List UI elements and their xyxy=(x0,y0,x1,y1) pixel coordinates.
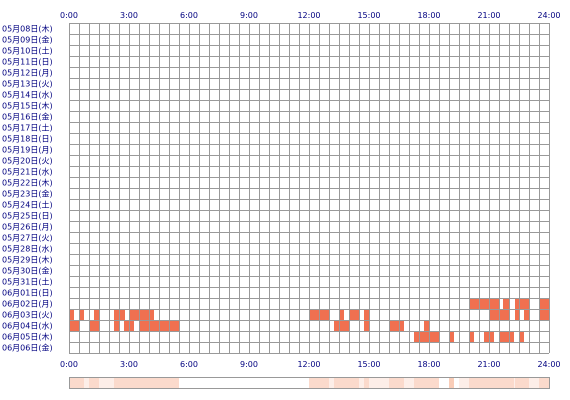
overview-range xyxy=(459,377,549,388)
activity-block xyxy=(94,310,99,320)
date-row-label: 05月22日(木) xyxy=(2,178,53,188)
date-row-label: 05月20日(火) xyxy=(2,157,53,166)
activity-block xyxy=(114,321,119,331)
top-tick-label: 0:00 xyxy=(60,11,78,20)
activity-block xyxy=(469,299,499,309)
date-row-label: 06月05日(木) xyxy=(2,332,53,342)
activity-block xyxy=(414,332,439,342)
bottom-tick-label: 18:00 xyxy=(417,360,440,369)
bottom-tick-label: 24:00 xyxy=(537,360,560,369)
activity-block xyxy=(469,332,474,342)
overview-range xyxy=(309,377,439,388)
top-tick-label: 3:00 xyxy=(120,11,138,20)
activity-block xyxy=(449,332,454,342)
activity-block xyxy=(515,310,519,320)
bottom-tick-label: 21:00 xyxy=(477,360,500,369)
date-row-label: 05月25日(日) xyxy=(2,212,53,221)
activity-block xyxy=(334,321,349,331)
date-row-label: 06月06日(金) xyxy=(2,343,53,353)
activity-block xyxy=(524,310,529,320)
activity-block xyxy=(503,299,509,309)
date-row-label: 05月10日(土) xyxy=(2,46,53,56)
bottom-tick-label: 12:00 xyxy=(297,360,320,369)
top-tick-label: 15:00 xyxy=(357,11,380,20)
overview-segment xyxy=(449,377,454,388)
overview-frame xyxy=(69,377,550,389)
date-row-label: 05月08日(木) xyxy=(2,24,53,34)
chart-grid xyxy=(69,23,550,354)
top-tick-label: 18:00 xyxy=(417,11,440,20)
activity-block xyxy=(539,310,549,320)
date-row-label: 05月17日(土) xyxy=(2,123,53,133)
bottom-tick-label: 6:00 xyxy=(180,360,198,369)
activity-block xyxy=(349,310,359,320)
date-row-label: 05月26日(月) xyxy=(2,223,53,232)
activity-block xyxy=(499,332,514,342)
activity-block xyxy=(424,321,429,331)
activity-block xyxy=(69,321,79,331)
activity-block xyxy=(519,332,524,342)
bottom-tick-label: 0:00 xyxy=(60,360,78,369)
date-row-label: 05月11日(日) xyxy=(2,58,53,67)
date-row-labels: 05月08日(木)05月09日(金)05月10日(土) 05月11日(日) 05月1… xyxy=(2,24,53,353)
overview-range xyxy=(69,377,179,388)
top-tick-label: 9:00 xyxy=(240,11,258,20)
activity-block xyxy=(69,310,74,320)
date-row-label: 05月14日(水) xyxy=(2,90,53,100)
activity-block xyxy=(364,321,369,331)
bottom-tick-label: 3:00 xyxy=(120,360,138,369)
activity-block xyxy=(364,310,369,320)
activity-block xyxy=(539,299,549,309)
date-row-label: 06月02日(月) xyxy=(2,300,53,309)
overview-bar xyxy=(69,377,550,389)
activity-block xyxy=(515,299,529,309)
activity-block xyxy=(389,321,404,331)
activity-block xyxy=(89,321,99,331)
date-row-label: 05月15日(木) xyxy=(2,101,53,111)
top-tick-label: 6:00 xyxy=(180,11,198,20)
bottom-time-axis: 0:00 3:00 6:00 9:00 12:00 15:00 18:00 21:00 24:0… xyxy=(60,360,561,369)
top-tick-label: 24:00 xyxy=(537,11,560,20)
top-tick-label: 21:00 xyxy=(477,11,500,20)
activity-block xyxy=(129,310,154,320)
date-row-label: 05月29日(木) xyxy=(2,255,53,265)
top-tick-label: 12:00 xyxy=(297,11,320,20)
date-row-label: 06月04日(水) xyxy=(2,321,53,331)
date-row-label: 05月31日(土) xyxy=(2,277,53,287)
date-row-label: 05月13日(火) xyxy=(2,80,53,89)
date-row-label: 05月21日(水) xyxy=(2,167,53,177)
bottom-tick-label: 9:00 xyxy=(240,360,258,369)
date-row-label: 06月01日(日) xyxy=(2,289,53,298)
activity-block xyxy=(339,310,344,320)
date-row-label: 05月27日(火) xyxy=(2,234,53,243)
date-row-label: 05月23日(金) xyxy=(2,189,53,199)
bottom-tick-label: 15:00 xyxy=(357,360,380,369)
date-row-label: 05月19日(月) xyxy=(2,146,53,155)
date-row-label: 05月09日(金) xyxy=(2,35,53,45)
date-row-label: 05月30日(金) xyxy=(2,266,53,276)
date-row-label: 05月24日(土) xyxy=(2,200,53,210)
top-time-axis: 0:00 3:00 6:00 9:00 12:00 15:00 18:00 21:00 24:0… xyxy=(60,11,561,20)
date-row-label: 05月28日(水) xyxy=(2,244,53,254)
activity-block xyxy=(79,310,84,320)
date-row-label: 05月16日(金) xyxy=(2,112,53,122)
date-row-label: 05月12日(月) xyxy=(2,69,53,78)
date-row-label: 06月03日(火) xyxy=(2,311,53,320)
date-row-label: 05月18日(日) xyxy=(2,135,53,144)
